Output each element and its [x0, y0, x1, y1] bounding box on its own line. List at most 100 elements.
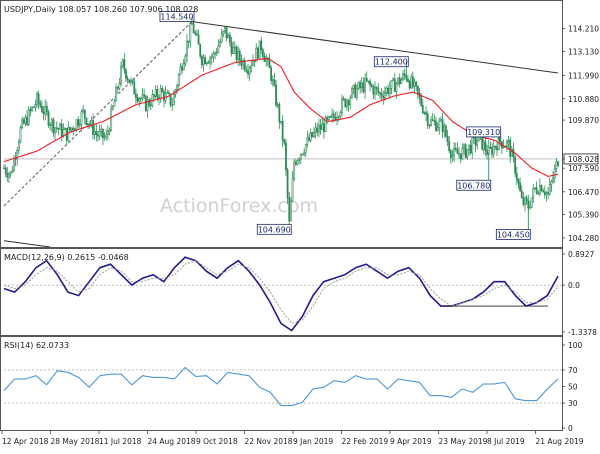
candle-body — [85, 117, 88, 125]
candle-body — [189, 23, 192, 43]
candle-body — [326, 117, 329, 120]
macd-y-tick-label: -1.3378 — [568, 328, 597, 337]
candle-body — [72, 127, 75, 131]
annotation-label: 109.310 — [467, 128, 500, 137]
candle-body — [4, 167, 7, 174]
chart-title: USDJPY,Daily 108.057 108.260 107.906 108… — [4, 5, 198, 14]
candle-body — [82, 109, 85, 113]
candle-body — [93, 131, 96, 135]
candle-body — [245, 69, 248, 72]
candle-body — [34, 104, 37, 108]
candle-body — [548, 184, 551, 195]
candle-body — [463, 144, 465, 149]
candle-body — [352, 84, 355, 89]
candle-body — [258, 40, 261, 59]
candle-body — [248, 67, 251, 75]
candle-body — [344, 98, 347, 107]
candle-body — [204, 57, 207, 65]
candle-body — [534, 187, 536, 189]
candle-body — [552, 177, 554, 182]
candle-body — [545, 192, 548, 196]
y-tick-label: 105.390 — [568, 211, 599, 220]
candle-body — [227, 34, 230, 39]
candle-body — [375, 86, 378, 89]
candle-body — [172, 93, 175, 106]
candle-body — [24, 116, 27, 124]
x-tick-label: 12 Apr 2018 — [2, 437, 49, 446]
annotation-box — [373, 56, 409, 68]
candle-body — [228, 34, 231, 43]
candle-body — [291, 178, 294, 202]
candle-body — [146, 99, 149, 112]
candle-body — [214, 52, 216, 55]
candle-body — [537, 192, 540, 195]
candle-body — [486, 150, 489, 155]
candle-body — [120, 65, 122, 84]
candle-body — [250, 64, 253, 69]
candle-body — [393, 78, 396, 92]
candle-body — [316, 127, 319, 133]
y-tick-label: 111.990 — [568, 71, 599, 80]
candle-body — [285, 142, 287, 171]
candle-body — [271, 79, 274, 81]
candle-body — [337, 116, 340, 118]
candle-body — [108, 129, 111, 133]
candle-body — [270, 67, 273, 81]
candle-body — [60, 123, 63, 137]
annotation-label: 112.400 — [375, 58, 408, 67]
candle-body — [138, 98, 141, 102]
candle-body — [123, 59, 126, 71]
candle-body — [100, 128, 103, 132]
candle-body — [347, 100, 350, 106]
candle-body — [17, 141, 20, 151]
rsi-series — [3, 366, 562, 407]
candle-body — [11, 170, 14, 173]
candle-body — [12, 158, 15, 172]
candle-body — [6, 173, 9, 178]
candle-body — [520, 190, 523, 198]
candle-body — [303, 152, 305, 155]
candle-body — [257, 47, 259, 59]
candle-body — [407, 78, 409, 82]
candle-body — [362, 82, 365, 92]
candle-body — [395, 83, 398, 92]
candle-body — [278, 104, 281, 123]
candle-body — [235, 46, 238, 60]
candle-body — [110, 108, 113, 131]
candle-body — [459, 153, 462, 160]
candle-body — [280, 120, 282, 123]
candle-body — [83, 109, 86, 119]
x-tick-label: 22 Nov 2018 — [245, 437, 293, 446]
candle-body — [52, 119, 55, 134]
candle-body — [98, 131, 101, 137]
candle-body — [410, 76, 413, 89]
candle-body — [431, 119, 434, 121]
candle-body — [153, 94, 155, 97]
candle-body — [106, 131, 109, 136]
x-tick-label: 11 Jul 2018 — [99, 437, 142, 446]
candle-body — [230, 42, 233, 54]
candle-body — [232, 46, 235, 54]
candle-body — [289, 200, 292, 222]
annotation-label: 104.690 — [258, 225, 291, 234]
candle-body — [322, 123, 325, 133]
axes: 114.210 113.130 111.990 110.880 109.870 108.0… — [1, 25, 599, 446]
annotation-label: 104.450 — [497, 230, 530, 239]
candle-body — [341, 98, 343, 114]
candle-body — [22, 119, 25, 124]
candle-body — [449, 150, 452, 158]
candle-body — [37, 93, 40, 104]
candle-body — [39, 102, 42, 107]
candle-body — [220, 33, 223, 43]
y-tick-label: 108.028 — [568, 155, 599, 164]
candle-body — [80, 111, 83, 125]
candle-body — [78, 124, 81, 126]
candle-body — [237, 50, 240, 60]
candle-body — [207, 62, 210, 64]
candle-body — [276, 104, 279, 106]
candle-body — [181, 66, 183, 71]
candle-body — [354, 84, 357, 98]
candle-body — [103, 136, 106, 139]
annotation-label: 114.540 — [160, 13, 193, 22]
